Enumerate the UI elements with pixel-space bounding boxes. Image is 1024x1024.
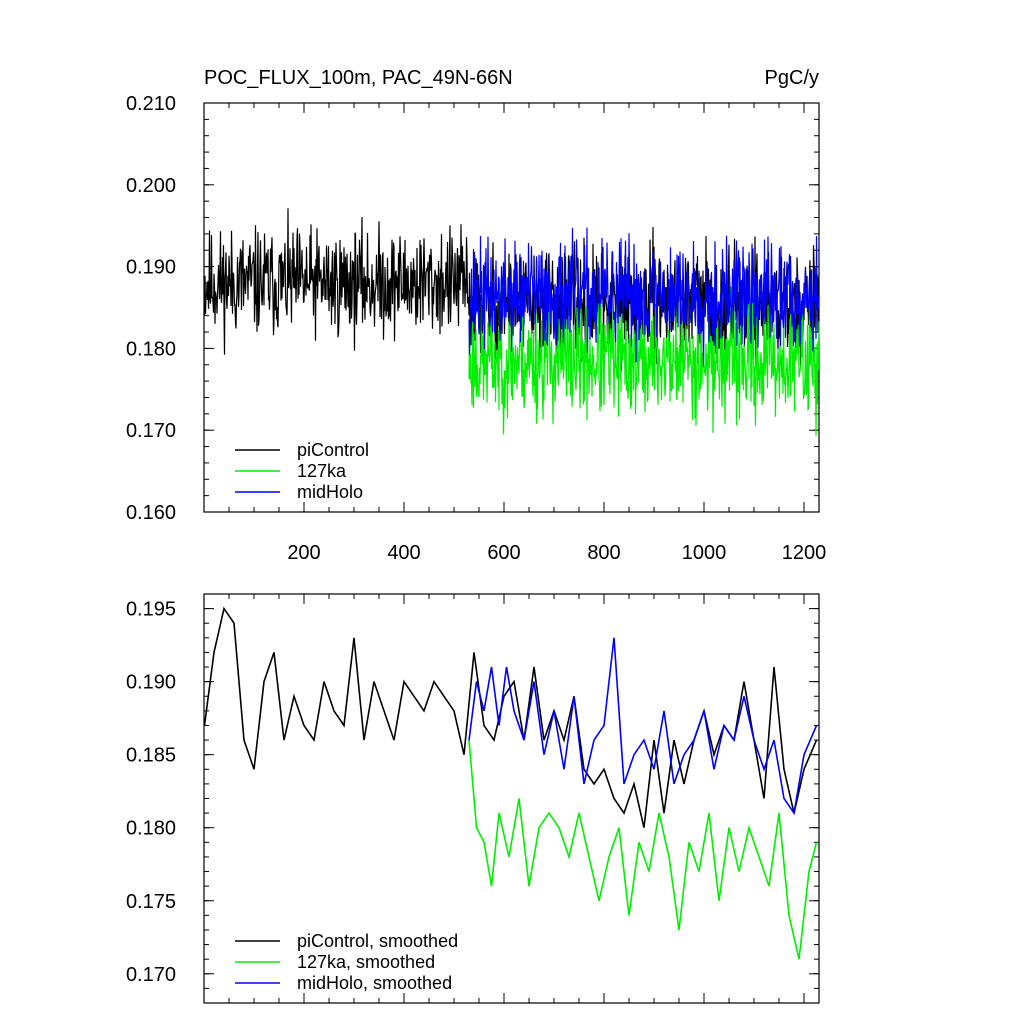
panel-1-y-tick-label: 0.160 [126, 502, 176, 524]
panel-2-y-tick-label: 0.195 [126, 599, 176, 621]
panel-1-title: POC_FLUX_100m, PAC_49N-66N [204, 67, 513, 89]
panel-1-y-tick-label: 0.190 [126, 257, 176, 279]
panel-1-y-tick-label: 0.170 [126, 420, 176, 442]
panel-2-series-midholo-smoothed [468, 637, 818, 816]
panel-2-legend-label: midHolo, smoothed [297, 973, 452, 993]
panel-1-x-tick-label: 200 [287, 542, 320, 564]
panel-2-series-127ka-smoothed [468, 740, 818, 960]
panel-1-legend-label: 127ka [297, 461, 347, 481]
panel-2-y-tick-label: 0.185 [126, 745, 176, 767]
panel-2-y-tick-label: 0.170 [126, 964, 176, 986]
panel-1-x-tick-label: 600 [487, 542, 520, 564]
panel-1-y-tick-label: 0.180 [126, 338, 176, 360]
panel-2-plot-area: 0.170 0.175 0.180 0.185 0.190 0.195 piControl,… [126, 593, 820, 1004]
panel-2-y-tick-label: 0.190 [126, 672, 176, 694]
panel-1-x-tick-label: 400 [387, 542, 420, 564]
panel-2-y-tick-label: 0.175 [126, 891, 176, 913]
panel-2-y-tick-label: 0.180 [126, 818, 176, 840]
panel-1-y-tick-label: 0.200 [126, 175, 176, 197]
panel-1-plot-area: 200 400 600 800 1000 1200 0.160 0.170 0.180 0.190… [126, 93, 826, 564]
panel-1-legend-label: midHolo [297, 482, 363, 502]
panel-2-legend-label: 127ka, smoothed [297, 952, 435, 972]
panel-2-series-picontrol-smoothed [203, 606, 818, 828]
panel-2-legend-label: piControl, smoothed [297, 931, 458, 951]
panel-1-series-midholo [468, 227, 820, 367]
panel-1-x-tick-label: 1200 [782, 542, 827, 564]
panel-1-x-tick-label: 800 [587, 542, 620, 564]
panel-1-units: PgC/y [765, 67, 819, 89]
panel-1-y-tick-label: 0.210 [126, 93, 176, 115]
panel-1-legend-label: piControl [297, 440, 369, 460]
panel-1-x-tick-label: 1000 [682, 542, 727, 564]
